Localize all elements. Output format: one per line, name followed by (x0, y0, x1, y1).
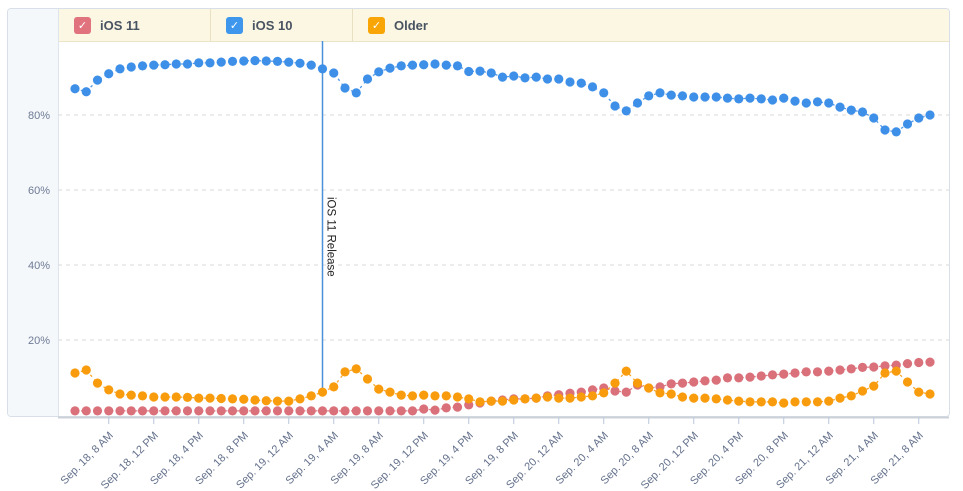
x-axis-tick-label: Sep. 20, 8 AM (599, 430, 656, 487)
checkbox-checked-icon[interactable]: ✓ (226, 16, 243, 34)
legend-label: iOS 10 (252, 17, 293, 33)
y-axis-tick-label: 60% (27, 185, 50, 197)
legend-label: iOS 11 (100, 17, 140, 33)
x-axis-tick-label: Sep. 21, 8 AM (869, 430, 926, 487)
x-axis-tick-label: Sep. 19, 8 AM (329, 430, 386, 487)
x-axis-tick-label: Sep. 20, 4 AM (554, 430, 611, 487)
y-axis-tick-label: 80% (27, 110, 50, 122)
x-axis-tick-label: Sep. 20, 12 PM (639, 430, 701, 491)
y-axis-tick-label: 40% (27, 260, 50, 272)
x-axis-tick-label: Sep. 19, 4 PM (418, 430, 476, 488)
legend-label: Older (394, 17, 428, 33)
x-axis-tick-label: Sep. 20, 8 PM (733, 430, 791, 488)
checkbox-checked-icon[interactable]: ✓ (74, 16, 91, 34)
x-axis-tick-label: Sep. 19, 12 AM (234, 430, 296, 491)
chart-panel: 20% 40% 60% 80% ✓ iOS 11 ✓ iOS 10 ✓ Older (7, 8, 950, 417)
legend-item-ios-11[interactable]: ✓ iOS 11 (59, 9, 211, 41)
y-axis-tick-label: 20% (27, 335, 50, 347)
y-axis-sidebar: 20% 40% 60% 80% (8, 9, 59, 416)
x-axis-tick-label: Sep. 21, 12 AM (774, 430, 836, 491)
x-axis-tick-label: Sep. 18, 12 PM (99, 430, 161, 491)
x-axis-tick-label: Sep. 19, 4 AM (284, 430, 341, 487)
x-axis-tick-label: Sep. 18, 8 AM (59, 430, 116, 487)
x-axis-tick-label: Sep. 19, 8 PM (463, 430, 521, 488)
legend-item-older[interactable]: ✓ Older (353, 9, 949, 41)
checkbox-checked-icon[interactable]: ✓ (368, 16, 385, 34)
x-axis-tick-label: Sep. 18, 4 PM (148, 430, 206, 488)
x-axis-tick-label: Sep. 21, 4 AM (824, 430, 881, 487)
x-axis-tick-label: Sep. 18, 8 PM (193, 430, 251, 488)
x-axis-tick-label: Sep. 20, 4 PM (688, 430, 746, 488)
x-axis-tick-label: Sep. 19, 12 PM (369, 430, 431, 491)
legend-item-ios-10[interactable]: ✓ iOS 10 (211, 9, 353, 41)
chart-legend: ✓ iOS 11 ✓ iOS 10 ✓ Older (59, 9, 949, 42)
x-axis-tick-label: Sep. 20, 12 AM (504, 430, 566, 491)
